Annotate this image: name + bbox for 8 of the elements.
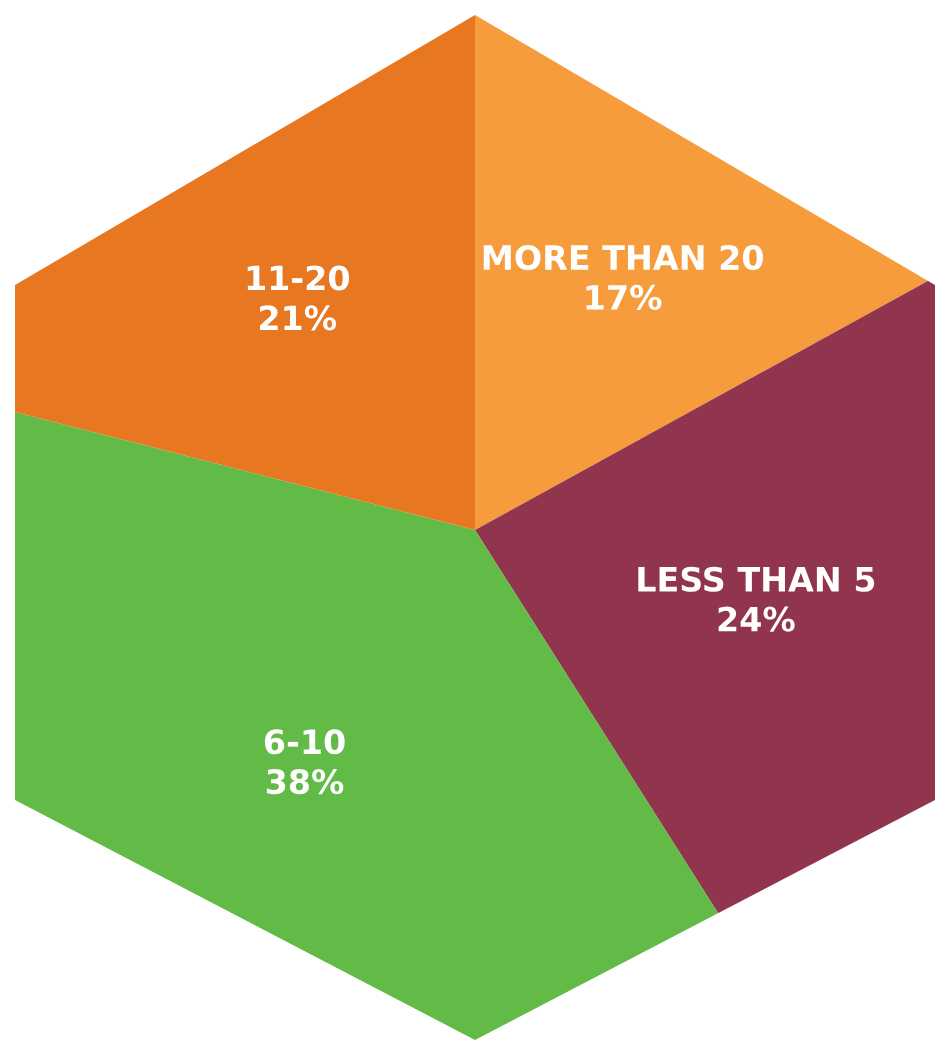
data-label: 38%	[266, 769, 344, 795]
data-label: 17%	[586, 284, 662, 310]
slice-label: LESS THAN 5	[638, 566, 875, 592]
slice-label: 6-10	[264, 729, 345, 755]
slice-label: MORE THAN 20	[483, 244, 763, 271]
data-label: 24%	[718, 606, 795, 632]
slice-label: 11-20	[247, 265, 349, 291]
data-label: 21%	[260, 305, 337, 331]
